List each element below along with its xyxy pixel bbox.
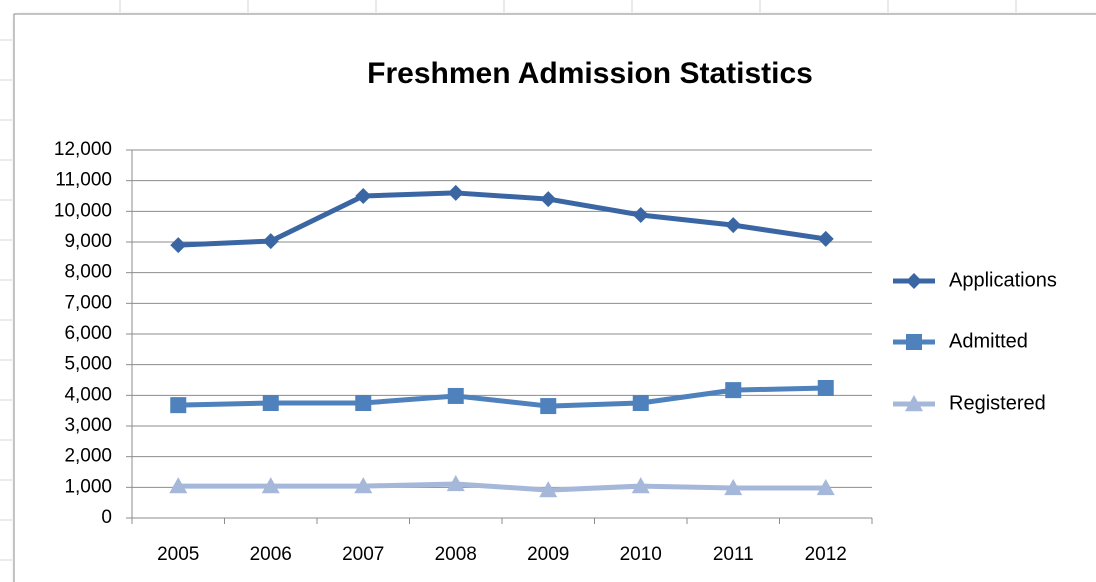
y-tick-label: 10,000 [54,200,112,221]
y-tick-label: 4,000 [64,384,112,405]
spreadsheet-grid [0,0,1017,561]
y-tick-label: 6,000 [64,323,112,344]
y-tick-label: 9,000 [64,231,112,252]
data-point [632,207,649,224]
data-point [446,474,465,492]
legend-label: Admitted [949,330,1028,352]
legend-marker [906,334,922,350]
x-tick-label: 2012 [805,544,847,565]
data-point [170,397,187,414]
legend-label: Applications [949,269,1057,291]
data-point [540,191,557,208]
data-point [262,233,279,250]
y-tick-label: 1,000 [64,476,112,497]
legend-marker [906,273,922,289]
legend: Applications Admitted Registered [893,269,1057,414]
data-point [355,188,372,204]
plot-area: 0 1,000 2,000 3,000 4,000 5,000 6,000 7,000 8,00… [54,139,1057,565]
y-tick-label: 3,000 [64,415,112,436]
data-point [169,477,188,494]
legend-label: Registered [949,392,1046,414]
data-point [261,477,280,494]
data-point [539,481,558,498]
series-line [178,190,827,248]
data-point [816,478,835,496]
data-point [447,184,464,201]
series-line [178,385,826,409]
data-point [725,217,742,234]
x-tick-label: 2010 [620,544,662,565]
data-point [817,379,834,396]
data-point [631,477,650,494]
data-point [355,395,372,411]
y-tick-label: 7,000 [64,292,112,313]
data-point [170,237,187,254]
y-tick-label: 2,000 [64,446,112,467]
x-tick-label: 2006 [250,544,292,565]
y-tick-label: 0 [101,507,112,528]
x-tick-label: 2009 [527,544,569,565]
x-tick-label: 2011 [713,544,754,565]
data-point [540,398,557,415]
x-tick-label: 2007 [342,544,384,565]
data-point [262,395,279,411]
y-tick-label: 12,000 [54,139,112,160]
data-point [447,387,464,404]
y-tick-label: 11,000 [55,170,112,191]
series-line [178,481,826,493]
data-point [354,477,373,494]
data-point [725,382,742,399]
data-point [632,395,649,411]
data-point [817,230,834,247]
legend-marker [905,395,923,412]
data-point [724,478,743,496]
x-tick-label: 2008 [435,544,477,565]
x-tick-label: 2005 [157,544,199,565]
y-tick-label: 8,000 [64,262,112,283]
chart-title: Freshmen Admission Statistics [367,57,813,90]
y-tick-label: 5,000 [64,354,112,375]
